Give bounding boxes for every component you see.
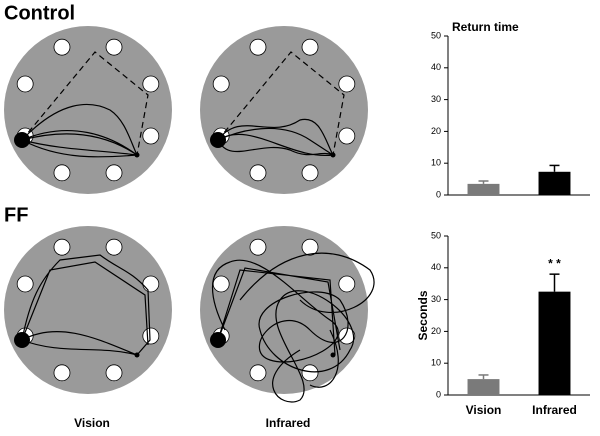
hole bbox=[338, 327, 356, 345]
x-tick-label: Vision bbox=[466, 403, 502, 417]
y-tick-label: 20 bbox=[431, 326, 441, 336]
y-tick-label: 20 bbox=[431, 126, 441, 136]
hole bbox=[249, 238, 267, 256]
hole bbox=[16, 275, 34, 293]
hole bbox=[301, 238, 319, 256]
hole bbox=[105, 38, 123, 56]
goal bbox=[330, 352, 336, 358]
hole bbox=[212, 275, 230, 293]
hole bbox=[212, 75, 230, 93]
row-label: Control bbox=[4, 2, 75, 24]
y-tick-label: 50 bbox=[431, 230, 441, 240]
hole bbox=[53, 164, 71, 182]
y-tick-label: 30 bbox=[431, 94, 441, 104]
hole bbox=[301, 164, 319, 182]
bar bbox=[467, 183, 500, 195]
row-label: FF bbox=[4, 204, 28, 226]
hole bbox=[301, 364, 319, 382]
y-tick-label: 0 bbox=[436, 389, 441, 399]
arena bbox=[200, 26, 368, 194]
x-tick-label: Infrared bbox=[532, 403, 577, 417]
annotation: * * bbox=[548, 256, 561, 270]
charts: 0 10 20 30 40 50 Return time 0 10 20 30 40 50 Seconds… bbox=[416, 20, 590, 417]
hole bbox=[105, 164, 123, 182]
hole bbox=[53, 238, 71, 256]
y-tick-label: 10 bbox=[431, 358, 441, 368]
hole bbox=[53, 38, 71, 56]
y-tick-label: 30 bbox=[431, 294, 441, 304]
y-axis-label: Seconds bbox=[416, 290, 430, 340]
y-tick-label: 40 bbox=[431, 62, 441, 72]
y-tick-label: 40 bbox=[431, 262, 441, 272]
hole bbox=[142, 127, 160, 145]
hole bbox=[16, 75, 34, 93]
column-label: Infrared bbox=[266, 416, 311, 430]
hole bbox=[142, 75, 160, 93]
bar bbox=[538, 291, 571, 395]
hole bbox=[142, 327, 160, 345]
hole bbox=[338, 75, 356, 93]
trajectories bbox=[21, 51, 375, 403]
hole bbox=[249, 364, 267, 382]
bar bbox=[538, 171, 571, 195]
column-label: Vision bbox=[74, 416, 110, 430]
hole bbox=[338, 275, 356, 293]
hole bbox=[105, 364, 123, 382]
hole bbox=[249, 38, 267, 56]
hole bbox=[105, 238, 123, 256]
hole bbox=[249, 164, 267, 182]
y-tick-label: 10 bbox=[431, 158, 441, 168]
arena bbox=[200, 226, 368, 394]
y-tick-label: 0 bbox=[436, 189, 441, 199]
arena bbox=[4, 26, 172, 194]
y-tick-label: 50 bbox=[431, 30, 441, 40]
hole bbox=[301, 38, 319, 56]
hole bbox=[142, 275, 160, 293]
hole bbox=[53, 364, 71, 382]
bar bbox=[467, 379, 500, 395]
chart-title: Return time bbox=[452, 20, 519, 34]
arenas bbox=[4, 26, 368, 394]
hole bbox=[338, 127, 356, 145]
